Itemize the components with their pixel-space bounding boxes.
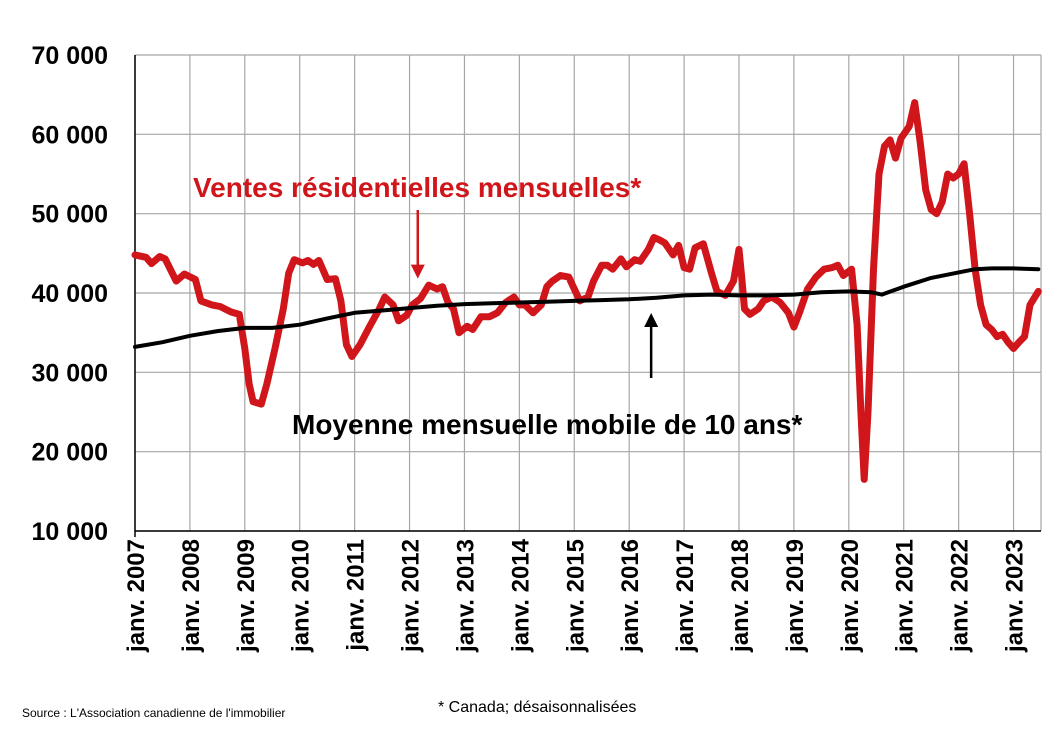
- x-tick-label: janv. 2011: [343, 539, 370, 652]
- y-tick-label: 10 000: [32, 518, 108, 546]
- footnote: * Canada; désaisonnalisées: [438, 699, 637, 716]
- series-line-monthly-sales: [131, 99, 1042, 483]
- x-tick-label: janv. 2020: [837, 539, 864, 653]
- x-tick-label: janv. 2010: [288, 539, 315, 653]
- x-tick-label: janv. 2007: [123, 539, 150, 653]
- x-tick-label: janv. 2013: [452, 539, 479, 653]
- x-tick-label: janv. 2014: [507, 538, 534, 653]
- arrow-head-10yr-average: [644, 312, 659, 327]
- x-tick-label: janv. 2023: [1002, 539, 1029, 653]
- x-tick-label: janv. 2019: [782, 539, 809, 653]
- series-line-10yr-average: [133, 266, 1041, 349]
- y-tick-label: 60 000: [32, 121, 108, 149]
- x-axis-ticks: janv. 2007 janv. 2008 janv. 2009 janv. 2010…: [123, 538, 1029, 653]
- x-tick-label: janv. 2021: [892, 539, 919, 653]
- y-tick-label: 70 000: [32, 42, 108, 70]
- x-tick-label: janv. 2012: [398, 539, 425, 653]
- x-tick-label: janv. 2008: [178, 539, 205, 653]
- arrow-head-monthly-sales: [410, 264, 425, 279]
- y-tick-label: 30 000: [32, 359, 108, 387]
- x-tick-label: janv. 2016: [617, 539, 644, 653]
- y-axis-ticks: 10 000 20 000 30 000 40 000 50 000 60 000 70 0…: [32, 42, 108, 546]
- y-tick-label: 50 000: [32, 201, 108, 229]
- x-tick-label: janv. 2015: [562, 539, 589, 653]
- x-tick-label: janv. 2017: [672, 539, 699, 653]
- series-lines: [131, 99, 1042, 483]
- x-tick-label: janv. 2018: [727, 539, 754, 653]
- y-tick-label: 40 000: [32, 280, 108, 308]
- source-note: Source : L'Association canadienne de l'i…: [22, 706, 286, 720]
- x-tick-label: janv. 2009: [233, 539, 260, 653]
- annotations: Ventes résidentielles mensuelles* Moyenne…: [193, 172, 803, 440]
- annotation-monthly-sales: Ventes résidentielles mensuelles*: [193, 172, 641, 203]
- x-tick-label: janv. 2022: [947, 539, 974, 653]
- y-tick-label: 20 000: [32, 439, 108, 467]
- annotation-10yr-average: Moyenne mensuelle mobile de 10 ans*: [292, 409, 803, 440]
